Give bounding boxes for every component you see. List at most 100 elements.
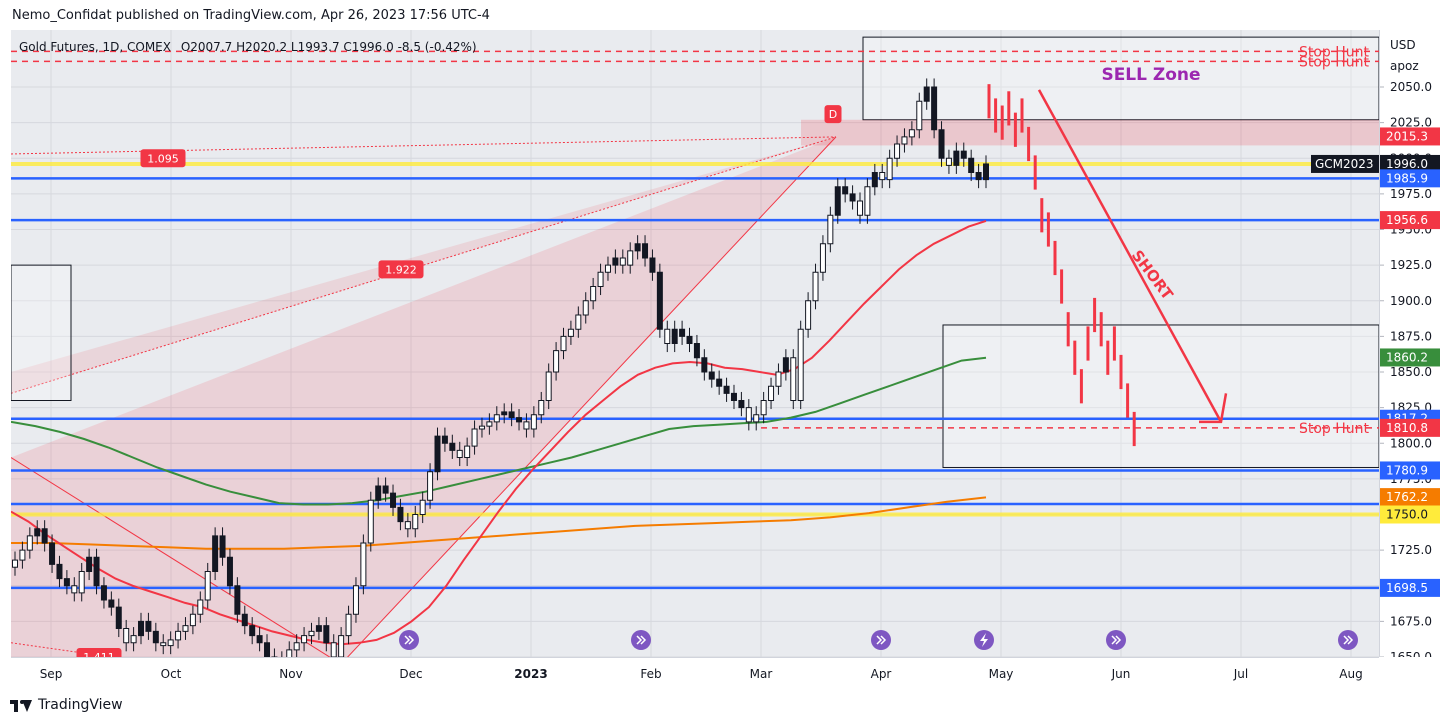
point-d-badge-text: D — [829, 108, 837, 121]
candle-body-20 — [160, 642, 167, 647]
legend-ohlc: O2007.7 H2020.2 L1993.7 C1996.0 -8.5 (-0… — [180, 40, 477, 54]
candle-body-122 — [916, 100, 923, 131]
candle-body-91 — [686, 335, 693, 344]
candle-body-90 — [679, 328, 686, 337]
time-label-3: Dec — [399, 667, 422, 681]
apoz-label: apoz — [1390, 59, 1419, 73]
time-label-4: 2023 — [514, 667, 547, 681]
candle-body-123 — [923, 86, 930, 102]
candle-body-53 — [404, 521, 411, 530]
price-label-2: 1985.9 — [1386, 171, 1428, 185]
projection-bar-16 — [1093, 297, 1097, 333]
candle-body-34 — [264, 642, 271, 657]
event-icon-glyph-4 — [1343, 635, 1354, 645]
candle-body-63 — [478, 425, 485, 430]
candle-body-102 — [768, 385, 775, 401]
chart-pane[interactable]: Stop Hunt Stop Hunt Stop Hunt SHORT SELL Zon… — [11, 30, 1379, 657]
projection-bar-21 — [1126, 383, 1130, 418]
ratio-badge-3: 1.411 — [76, 648, 122, 657]
candle-body-3 — [34, 528, 41, 537]
candle-body-58 — [441, 435, 448, 444]
ratio-badge-2-bg — [140, 149, 186, 168]
candle-body-65 — [493, 414, 500, 423]
price-label-bg-4 — [1380, 348, 1440, 367]
price-label-1: 1996.0 — [1386, 157, 1428, 171]
pattern-line-3 — [347, 136, 837, 657]
projection-bar-18 — [1106, 340, 1110, 375]
projection-bar-4 — [1013, 112, 1017, 147]
candle-body-31 — [241, 613, 248, 627]
candle-body-7 — [63, 578, 70, 587]
time-axis[interactable]: Sep Oct Nov Dec 2023 Feb Mar Apr May Jun Jul Aug — [11, 657, 1379, 688]
candle-body-43 — [330, 642, 337, 657]
candle-body-15 — [123, 628, 130, 644]
candle-body-85 — [642, 243, 649, 259]
projection-bar-7 — [1033, 155, 1037, 190]
candle-body-40 — [308, 630, 315, 637]
sma-mid-line — [11, 356, 987, 506]
left-zone-box — [11, 264, 72, 401]
candle-body-16 — [130, 635, 137, 644]
candle-body-49 — [375, 485, 382, 501]
candle-body-120 — [901, 136, 908, 145]
price-tick-label-9: 1875.0 — [1390, 329, 1432, 343]
time-label-6: Mar — [750, 667, 773, 681]
candle-body-9 — [78, 571, 85, 594]
price-label-4: 1860.2 — [1386, 350, 1428, 364]
candle-body-82 — [619, 257, 626, 266]
price-axis[interactable]: 1650.01675.01700.01725.01750.01775.01800… — [1379, 30, 1440, 664]
candle-body-32 — [249, 625, 256, 637]
stop-hunt-label-0: Stop Hunt — [1299, 44, 1370, 60]
candle-body-109 — [819, 243, 826, 273]
candle-body-114 — [856, 200, 863, 216]
candle-body-59 — [449, 442, 456, 451]
candle-body-24 — [189, 613, 196, 627]
candle-body-33 — [256, 635, 263, 644]
symbol-legend: Gold Futures, 1D, COMEX O2007.7 H2020.2 … — [19, 40, 477, 54]
event-icon-glyph-1 — [636, 635, 647, 645]
sma-fast-line — [11, 219, 987, 646]
projection-bar-15 — [1086, 326, 1090, 361]
point-d-badge: D — [824, 105, 842, 124]
candle-body-25 — [197, 599, 204, 615]
projection-bar-19 — [1112, 326, 1116, 361]
price-label-10: 1698.5 — [1386, 581, 1428, 595]
price-label-bg-3 — [1380, 211, 1440, 230]
candle-body-18 — [145, 620, 152, 632]
candle-body-110 — [827, 214, 834, 245]
candle-body-116 — [871, 172, 878, 188]
price-tick-label-15: 2025.0 — [1390, 116, 1432, 130]
point-d-badge-bg — [824, 105, 842, 124]
event-icon-3 — [1106, 630, 1126, 650]
candle-body-39 — [301, 635, 308, 644]
candle-body-60 — [456, 449, 463, 458]
candle-body-99 — [745, 407, 752, 423]
candle-body-10 — [86, 556, 93, 572]
candle-body-95 — [716, 378, 723, 387]
price-label-bg-8 — [1380, 488, 1440, 507]
candle-body-13 — [108, 599, 115, 608]
candle-body-22 — [175, 630, 182, 641]
candle-body-52 — [397, 506, 404, 523]
candle-body-73 — [553, 350, 560, 373]
candle-body-92 — [693, 343, 700, 359]
candle-body-66 — [501, 411, 508, 416]
candle-body-42 — [323, 625, 330, 644]
sell-zone-label: SELL Zone — [1101, 65, 1200, 85]
candle-body-14 — [115, 606, 122, 629]
candle-body-98 — [738, 400, 745, 409]
event-icon-4 — [1338, 630, 1358, 650]
price-label-bg-6 — [1380, 418, 1440, 437]
candle-body-46 — [352, 585, 359, 615]
candle-body-0 — [12, 559, 18, 568]
time-axis-svg: Sep Oct Nov Dec 2023 Feb Mar Apr May Jun Jul Aug — [40, 667, 1363, 681]
projection-bar-22 — [1132, 411, 1136, 447]
ratio-badge-1-bg — [378, 260, 424, 279]
price-tick-label-0: 1650.0 — [1390, 650, 1432, 657]
price-label-3: 1956.6 — [1386, 213, 1428, 227]
candle-body-1 — [19, 549, 26, 561]
candle-body-130 — [975, 172, 982, 181]
candle-body-61 — [464, 445, 471, 459]
candle-body-29 — [226, 556, 233, 587]
